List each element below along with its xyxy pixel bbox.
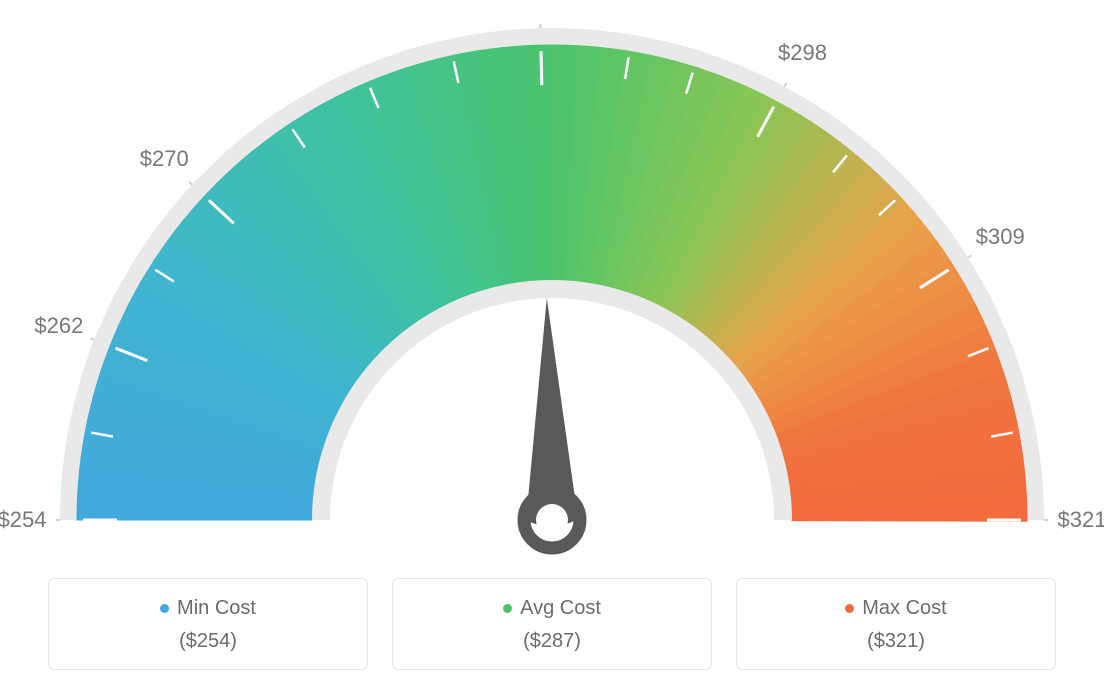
legend-min-card: Min Cost ($254) <box>48 578 368 670</box>
legend-max-title: Max Cost <box>845 597 946 620</box>
legend-avg-dot-icon <box>503 604 512 613</box>
legend-max-value: ($321) <box>747 630 1045 653</box>
legend-avg-card: Avg Cost ($287) <box>392 578 712 670</box>
gauge-chart: $254 $262 $270 $287 $298 $309 $321 <box>0 0 1104 560</box>
legend-min-dot-icon <box>160 604 169 613</box>
legend-max-label: Max Cost <box>862 597 946 620</box>
legend-row: Min Cost ($254) Avg Cost ($287) Max Cost… <box>0 578 1104 670</box>
gauge-tick-label: $254 <box>0 507 46 533</box>
gauge-tick-label: $270 <box>140 146 189 172</box>
gauge-tick-label: $309 <box>976 224 1025 250</box>
legend-max-card: Max Cost ($321) <box>736 578 1056 670</box>
legend-max-dot-icon <box>845 604 854 613</box>
legend-avg-value: ($287) <box>403 630 701 653</box>
gauge-tick-label: $298 <box>778 40 827 66</box>
legend-min-value: ($254) <box>59 630 357 653</box>
legend-avg-label: Avg Cost <box>520 597 601 620</box>
gauge-tick-label: $262 <box>34 313 83 339</box>
legend-min-title: Min Cost <box>160 597 256 620</box>
gauge-tick-label: $287 <box>515 0 564 3</box>
gauge-tick-label: $321 <box>1058 507 1104 533</box>
legend-avg-title: Avg Cost <box>503 597 601 620</box>
cost-gauge-widget: $254 $262 $270 $287 $298 $309 $321 Min Cost ($… <box>0 0 1104 690</box>
legend-min-label: Min Cost <box>177 597 256 620</box>
